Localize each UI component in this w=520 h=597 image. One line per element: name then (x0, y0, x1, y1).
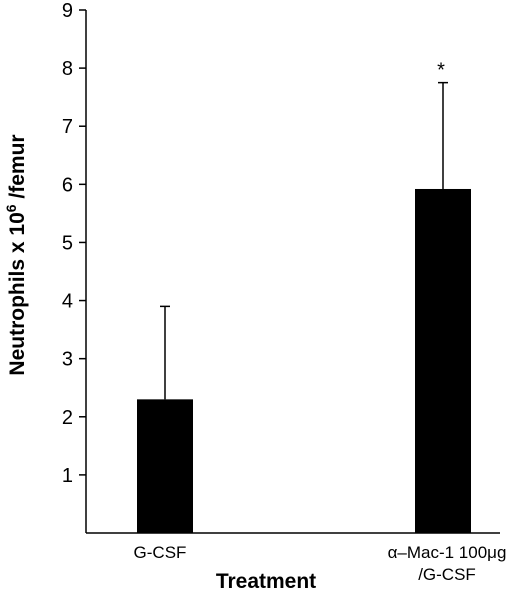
y-tick-label: 8 (62, 58, 73, 80)
y-tick-label: 9 (62, 0, 73, 22)
y-tick-label: 4 (62, 291, 73, 313)
y-tick-label: 5 (62, 232, 73, 254)
y-tick-label: 7 (62, 116, 73, 138)
y-axis-title-main: Neutrophils x 10 (6, 212, 29, 375)
y-tick-label: 1 (62, 465, 73, 487)
x-axis-title: Treatment (216, 570, 316, 593)
bar (137, 399, 193, 533)
y-axis-title-suffix: /femur (6, 134, 29, 204)
y-tick-label: 6 (62, 174, 73, 196)
category-label: α–Mac-1 100μg (388, 543, 507, 562)
category-labels: G-CSF α–Mac-1 100μg/G-CSF (134, 543, 507, 584)
bar (415, 188, 471, 533)
y-axis-title: Neutrophils x 106 /femur (3, 134, 29, 375)
category-label: /G-CSF (418, 565, 476, 584)
bars: * (137, 60, 471, 533)
y-tick-label: 2 (62, 407, 73, 429)
y-axis-title-superscript: 6 (3, 204, 19, 212)
significance-marker: * (437, 60, 445, 82)
y-tick-label: 3 (62, 349, 73, 371)
y-ticks: 1 2 3 4 5 6 7 8 9 (62, 0, 86, 487)
category-label: G-CSF (134, 543, 187, 562)
